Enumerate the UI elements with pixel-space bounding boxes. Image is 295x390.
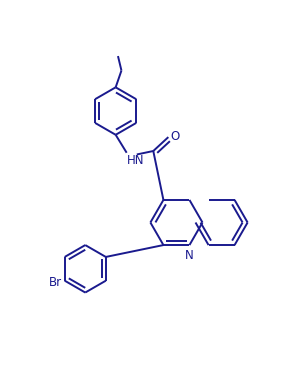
Text: HN: HN	[127, 154, 145, 167]
Text: N: N	[184, 248, 193, 262]
Text: O: O	[171, 130, 180, 143]
Text: Br: Br	[49, 276, 62, 289]
